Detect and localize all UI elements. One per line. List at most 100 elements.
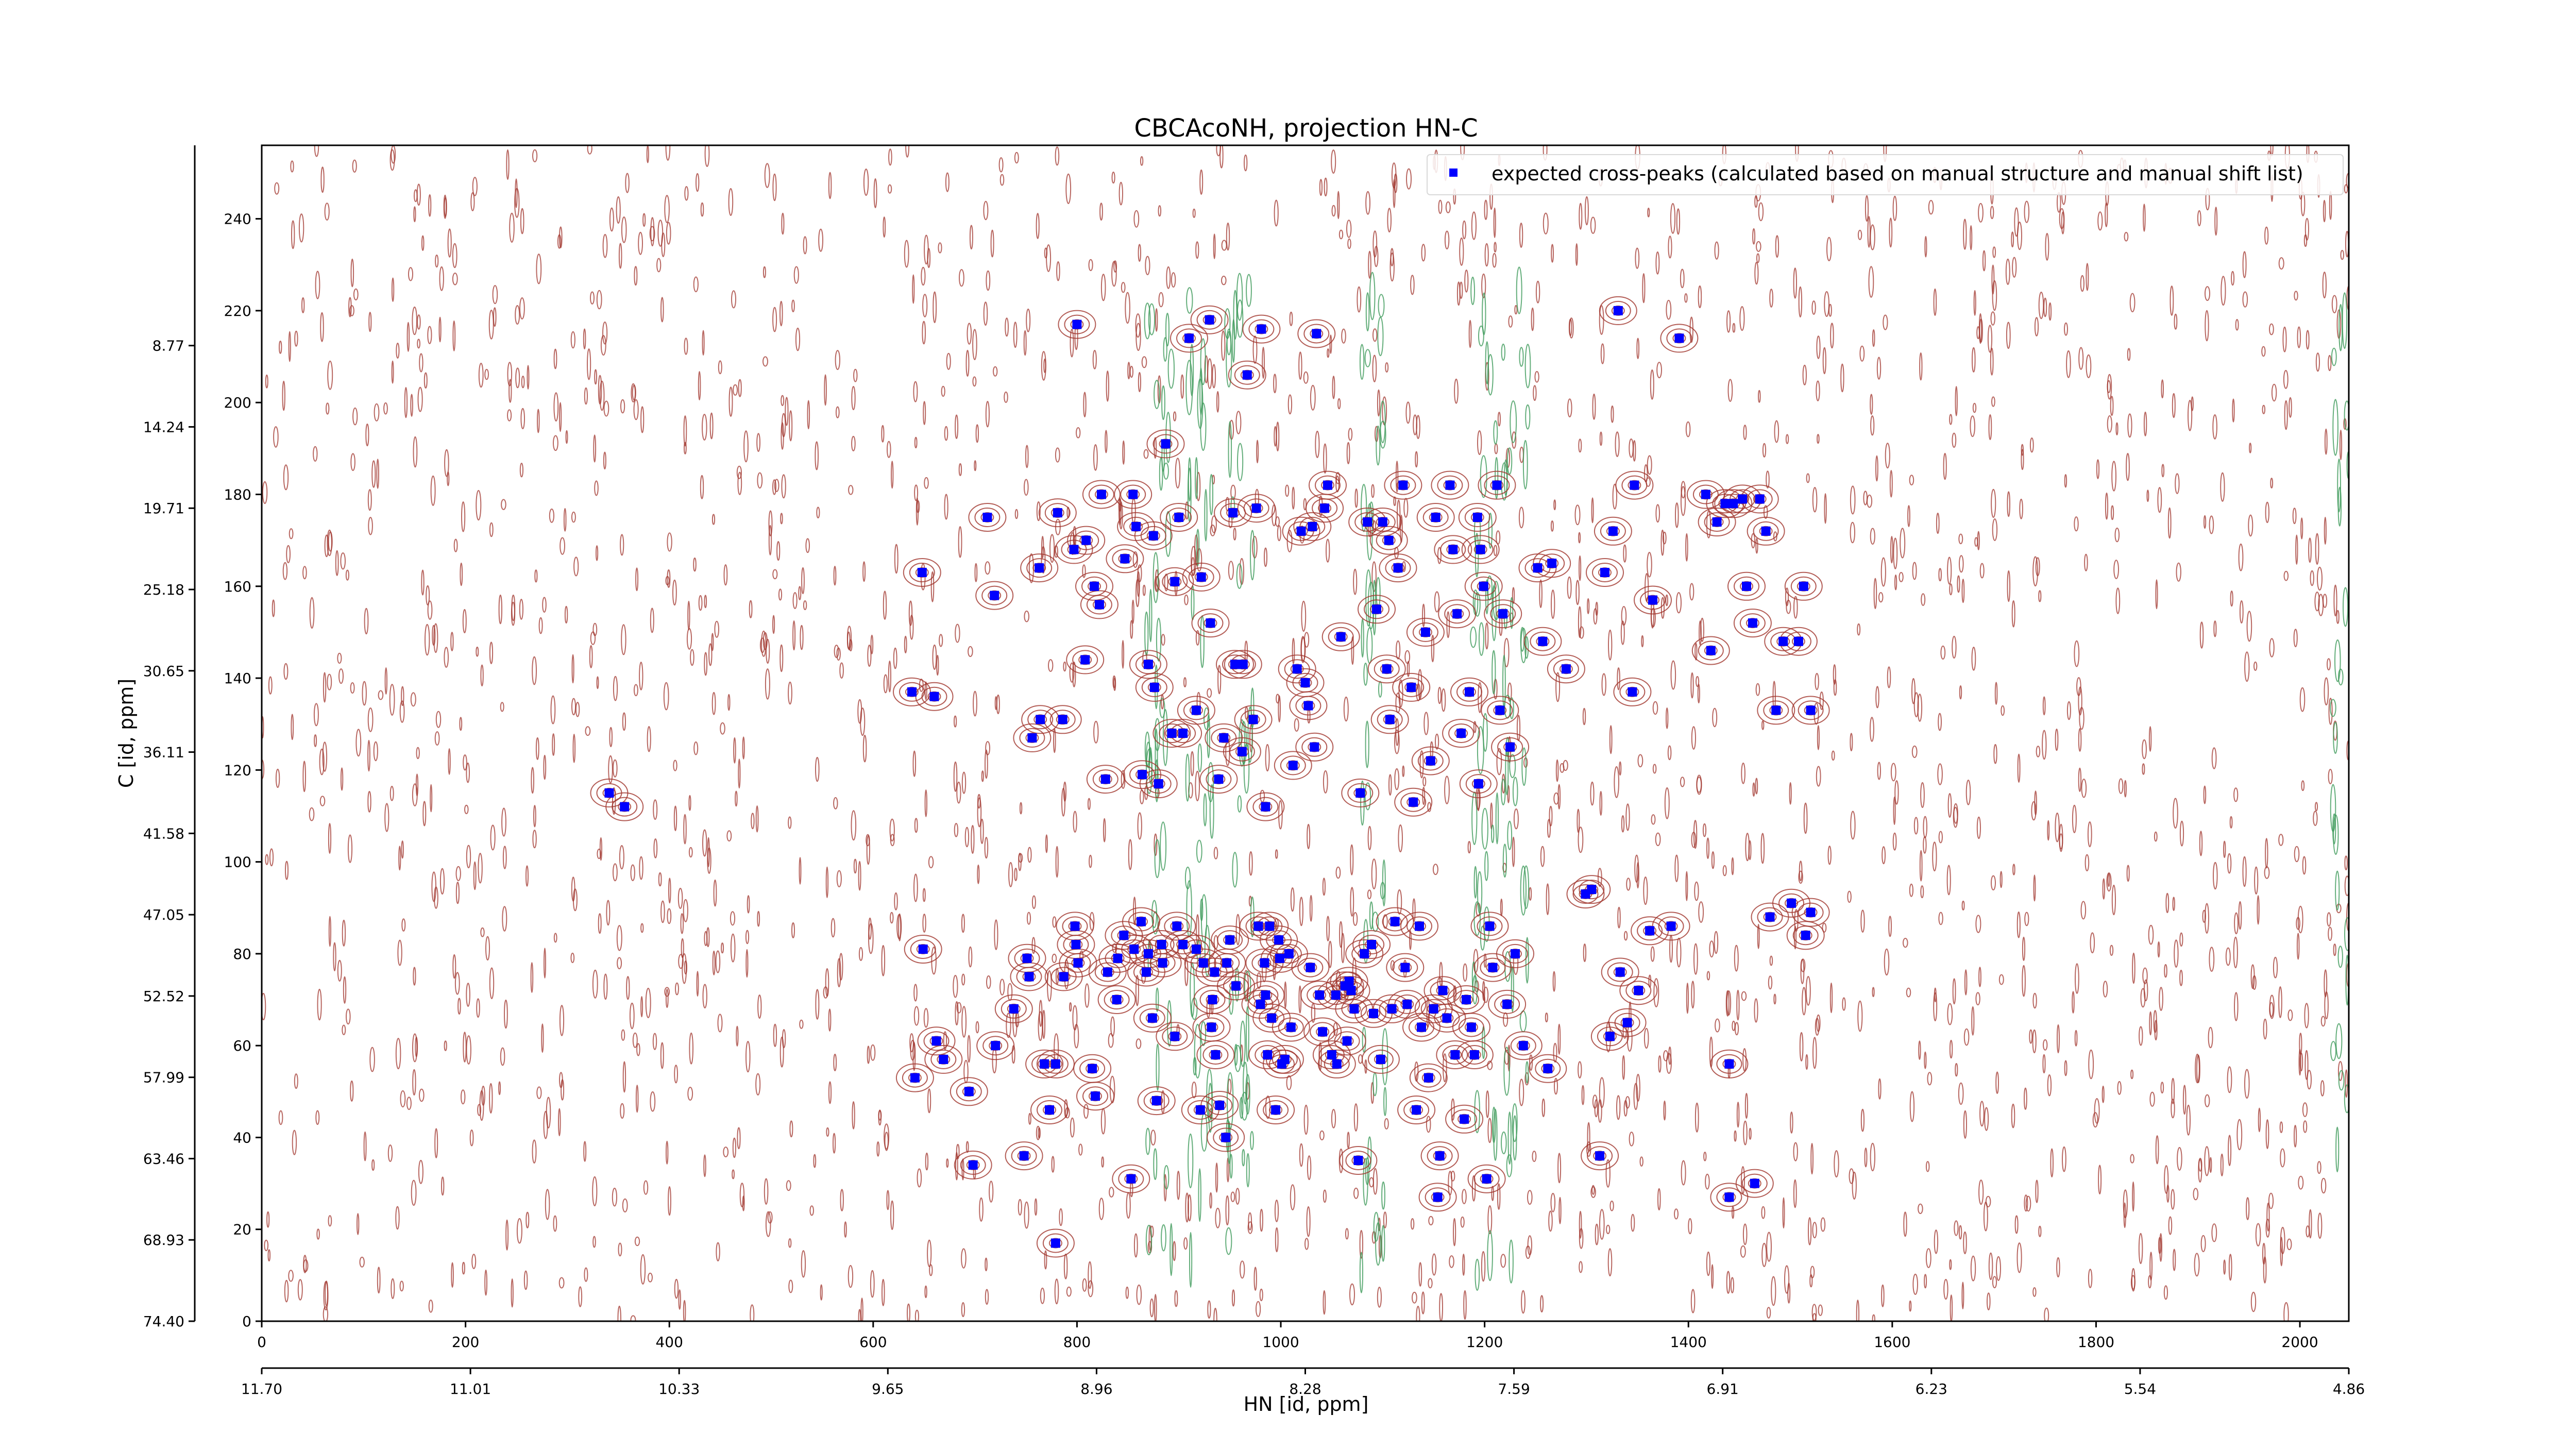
- negative-contour: [2351, 1215, 2357, 1233]
- noise-contour: [924, 1285, 927, 1299]
- noise-contour: [766, 638, 770, 664]
- noise-contour: [1938, 568, 1942, 582]
- noise-contour: [2317, 1212, 2323, 1239]
- peak-contour: [1798, 700, 1824, 720]
- noise-contour: [621, 1029, 625, 1041]
- noise-contour: [572, 888, 578, 912]
- noise-contour: [521, 376, 525, 389]
- noise-contour: [890, 834, 895, 847]
- noise-contour: [2142, 967, 2148, 984]
- noise-contour: [2175, 473, 2180, 494]
- noise-contour: [1535, 280, 1540, 304]
- noise-contour: [378, 690, 384, 700]
- noise-contour: [587, 145, 592, 155]
- noise-contour: [667, 532, 672, 552]
- negative-contour: [1485, 341, 1489, 384]
- negative-contour: [2351, 365, 2354, 393]
- negative-contour: [2332, 813, 2336, 845]
- peak-contour: [1747, 516, 1785, 546]
- noise-contour: [2032, 1029, 2037, 1054]
- negative-contour: [1160, 821, 1167, 871]
- noise-contour: [1054, 1278, 1059, 1305]
- noise-contour: [500, 1047, 505, 1066]
- peak-contour: [1416, 503, 1455, 532]
- noise-contour: [1323, 770, 1328, 794]
- peak-contour: [1246, 981, 1285, 1010]
- noise-contour: [1024, 479, 1029, 496]
- noise-contour: [1173, 411, 1177, 422]
- noise-contour: [2315, 533, 2319, 565]
- cross-peak-marker: [1547, 559, 1557, 568]
- noise-contour: [2320, 1080, 2325, 1097]
- peak-contour: [1114, 480, 1153, 509]
- peak-contour: [1406, 617, 1445, 647]
- noise-contour: [1275, 849, 1278, 859]
- noise-contour: [1787, 1283, 1791, 1304]
- peak-contour: [1666, 328, 1692, 348]
- noise-contour: [1802, 364, 1807, 385]
- cross-peak-marker: [1360, 949, 1369, 958]
- cross-peak-marker: [1027, 733, 1037, 743]
- negative-contour: [1522, 440, 1528, 490]
- noise-contour: [1527, 1190, 1533, 1205]
- noise-contour: [536, 254, 542, 284]
- peak-contour: [903, 558, 941, 587]
- cross-peak-marker: [917, 568, 927, 577]
- noise-contour: [333, 942, 336, 971]
- noise-contour: [912, 750, 917, 777]
- negative-contour: [1209, 784, 1214, 839]
- noise-contour: [1754, 262, 1759, 285]
- noise-contour: [274, 182, 280, 195]
- peak-contour: [1397, 1096, 1436, 1124]
- noise-contour: [291, 220, 295, 249]
- noise-contour: [1958, 1225, 1962, 1240]
- noise-contour: [1135, 313, 1141, 338]
- noise-contour: [698, 595, 703, 611]
- noise-contour: [313, 703, 319, 727]
- noise-contour: [953, 761, 958, 792]
- peak-contour: [1634, 585, 1672, 615]
- noise-contour: [1892, 195, 1897, 221]
- noise-contour: [778, 588, 783, 601]
- noise-contour: [1274, 199, 1279, 227]
- peak-contour: [1088, 957, 1127, 987]
- peak-contour: [1445, 1104, 1484, 1134]
- noise-contour: [1870, 224, 1875, 250]
- noise-contour: [1742, 1223, 1748, 1245]
- noise-contour: [1698, 901, 1704, 923]
- noise-contour: [2118, 778, 2124, 794]
- noise-contour: [1265, 1096, 1271, 1119]
- noise-contour: [265, 854, 269, 865]
- negative-contour: [1195, 457, 1198, 499]
- noise-contour: [319, 748, 325, 776]
- noise-contour: [1961, 1282, 1964, 1309]
- noise-contour: [1925, 1248, 1931, 1268]
- noise-contour: [620, 534, 624, 556]
- cross-peak-marker: [1157, 940, 1166, 949]
- noise-contour: [2032, 556, 2039, 586]
- noise-contour: [1616, 1095, 1621, 1120]
- peak-contour: [1011, 1146, 1037, 1166]
- noise-contour: [1036, 1125, 1041, 1140]
- noise-contour: [1893, 537, 1898, 569]
- noise-contour: [922, 321, 926, 345]
- noise-contour: [680, 913, 684, 934]
- noise-contour: [1636, 1073, 1640, 1102]
- noise-contour: [989, 1181, 994, 1203]
- cross-peak-marker: [1482, 1174, 1492, 1184]
- peak-contour: [1398, 677, 1425, 697]
- noise-contour: [1599, 431, 1603, 446]
- noise-contour: [1664, 787, 1670, 819]
- noise-contour: [1083, 1104, 1089, 1119]
- noise-contour: [2331, 295, 2337, 314]
- negative-contour: [1145, 1224, 1153, 1256]
- noise-contour: [2172, 393, 2176, 418]
- peak-contour: [1075, 571, 1113, 601]
- noise-contour: [743, 430, 749, 463]
- noise-contour: [1111, 172, 1115, 184]
- noise-contour: [519, 297, 525, 319]
- noise-contour: [2111, 461, 2117, 492]
- noise-contour: [592, 969, 598, 999]
- noise-contour: [1346, 220, 1352, 238]
- cross-peak-marker: [1674, 333, 1684, 343]
